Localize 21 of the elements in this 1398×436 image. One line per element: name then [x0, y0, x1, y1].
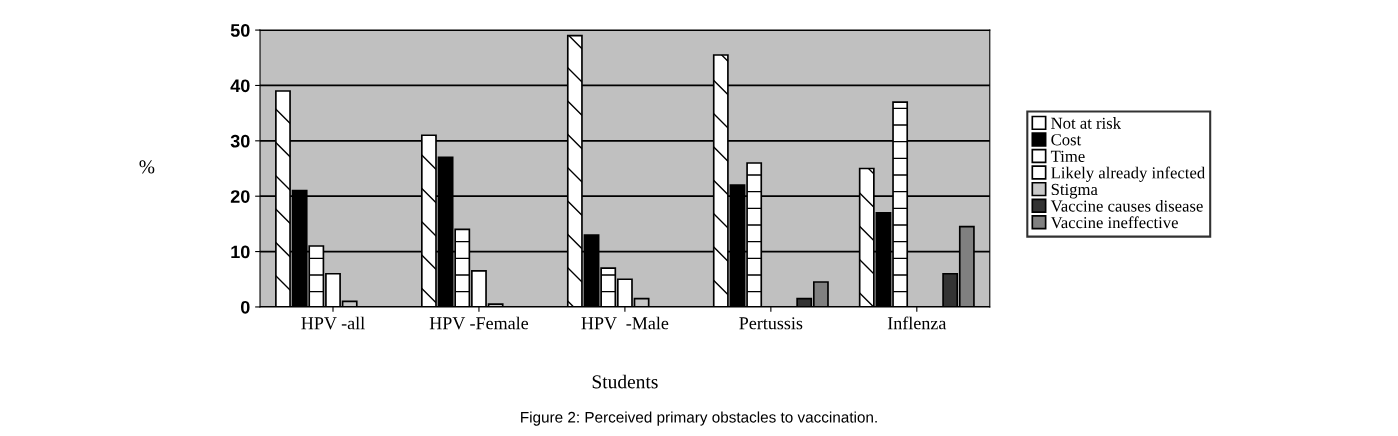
legend-label: Time	[1050, 150, 1085, 162]
y-tick-label: 0	[240, 300, 250, 314]
x-tick-label: HPV -Male	[581, 316, 669, 330]
x-axis-title: Students	[592, 374, 658, 389]
legend-label: Cost	[1051, 134, 1082, 146]
x-tick-label: Inflenza	[887, 316, 947, 330]
y-tick-label: 30	[230, 134, 250, 148]
legend-label: Vaccine causes disease	[1050, 199, 1203, 212]
legend-label: Likely already infected	[1051, 166, 1205, 182]
legend-label: Stigma	[1051, 183, 1098, 199]
x-tick-label: HPV -Female	[429, 316, 529, 330]
y-tick-label: 50	[230, 24, 250, 37]
caption: Figure 2: Perceived primary obstacles to vaccination.	[521, 411, 877, 426]
x-tick-label: Pertussis	[739, 317, 803, 330]
y-tick-label: 10	[231, 245, 250, 259]
legend-label: Vaccine ineffective	[1050, 216, 1178, 229]
x-tick-label: HPV -all	[301, 316, 365, 330]
y-tick-label: 20	[230, 190, 250, 203]
y-axis-title: %	[139, 160, 155, 174]
y-tick-label: 40	[230, 79, 250, 93]
legend-label: Not at risk	[1051, 117, 1121, 129]
